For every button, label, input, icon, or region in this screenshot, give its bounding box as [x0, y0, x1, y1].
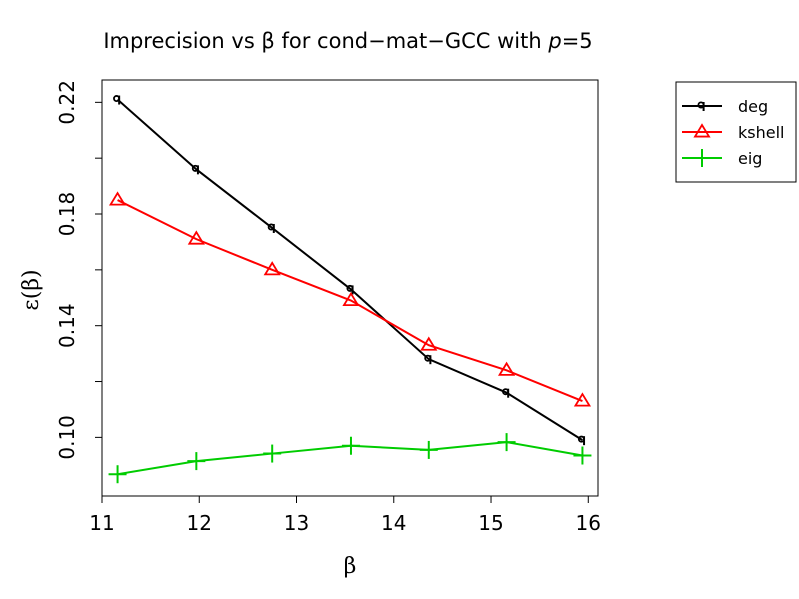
data-point	[693, 123, 711, 138]
x-tick-label: 15	[478, 511, 503, 535]
data-point	[187, 452, 206, 471]
data-point	[108, 465, 127, 484]
data-point	[420, 336, 438, 351]
x-tick-label: 14	[381, 511, 406, 535]
data-point	[191, 164, 199, 175]
y-tick-label: 0.14	[55, 303, 79, 348]
series-line-deg	[116, 98, 583, 442]
triangle-marker	[497, 361, 516, 376]
data-point	[497, 433, 516, 452]
data-point	[263, 444, 282, 463]
legend-label: eig	[738, 149, 762, 168]
legend-entry-kshell: kshell	[682, 123, 784, 142]
triangle-marker	[573, 392, 592, 407]
data-point	[693, 149, 711, 167]
legend-label: kshell	[738, 123, 784, 142]
legend-entry-deg: deg	[682, 97, 768, 116]
data-point	[267, 223, 275, 233]
data-point	[573, 446, 592, 465]
triangle-marker	[187, 230, 205, 245]
data-point	[108, 191, 127, 206]
triangle-marker	[342, 291, 360, 307]
triangle-marker	[420, 336, 438, 351]
data-point	[502, 388, 510, 398]
data-point	[697, 101, 705, 111]
data-point	[424, 354, 432, 365]
x-axis: 11 12 13 14 15 16	[89, 496, 601, 535]
x-tick-label: 11	[89, 511, 114, 535]
x-axis-label: β	[344, 554, 357, 579]
chart-title: Imprecision vs β for cond−mat−GCC with p…	[103, 29, 592, 53]
legend: deg kshell eig	[675, 81, 797, 183]
data-point	[419, 440, 438, 459]
x-tick-label: 13	[284, 511, 309, 535]
y-tick-label: 0.10	[55, 415, 79, 460]
data-point	[342, 291, 360, 307]
x-tick-label: 16	[576, 511, 601, 535]
series-kshell	[108, 191, 592, 407]
data-point	[497, 361, 516, 376]
triangle-marker	[693, 123, 711, 138]
data-point	[263, 261, 281, 276]
legend-entry-eig: eig	[682, 149, 762, 168]
triangle-marker	[263, 261, 281, 276]
data-point	[113, 95, 121, 105]
y-tick-label: 0.22	[55, 80, 79, 125]
x-tick-label: 12	[187, 511, 212, 535]
data-point	[346, 284, 354, 295]
y-tick-label: 0.18	[55, 192, 79, 237]
series-layer	[108, 95, 592, 484]
data-point	[187, 230, 205, 245]
series-deg	[113, 95, 586, 446]
series-eig	[108, 433, 592, 484]
series-line-kshell	[117, 199, 583, 402]
y-axis: 0.10 0.14 0.18 0.22	[55, 80, 102, 460]
data-point	[341, 436, 360, 455]
legend-label: deg	[738, 97, 768, 116]
triangle-marker	[108, 191, 127, 206]
y-axis-label: ε(β)	[19, 269, 44, 310]
plot-frame	[101, 79, 599, 497]
data-point	[577, 435, 586, 446]
data-point	[573, 392, 592, 407]
